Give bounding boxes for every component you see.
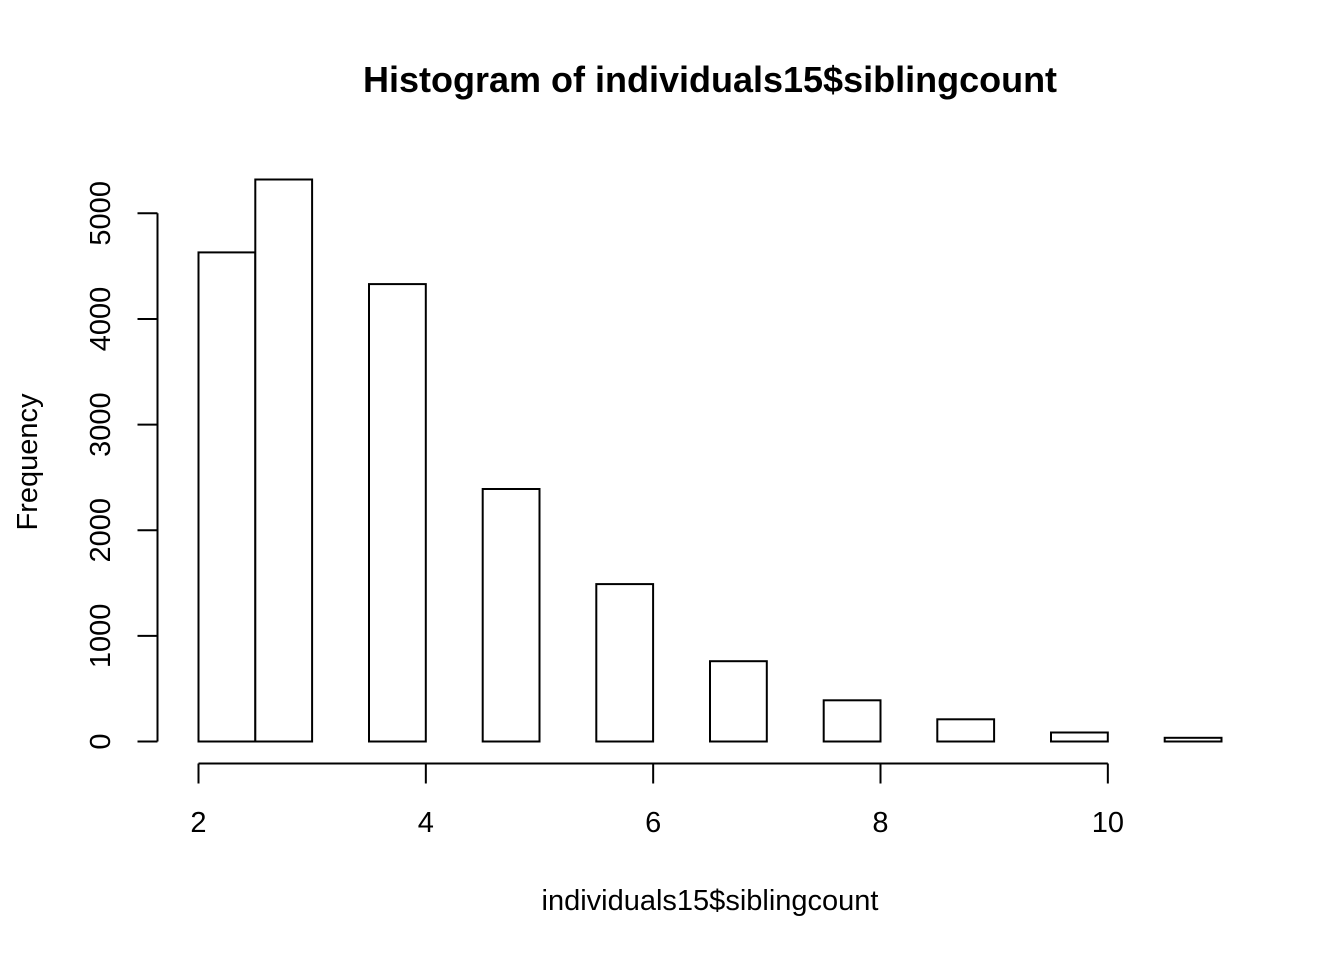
histogram-bar-17: [1163, 736, 1223, 743]
bars-group: [197, 178, 1223, 743]
y-axis-label: Frequency: [12, 393, 44, 531]
x-tick-label: 10: [1092, 807, 1124, 839]
x-tick-label: 2: [190, 807, 206, 839]
histogram-bar-15: [1050, 731, 1109, 743]
y-tick-label: 4000: [85, 287, 117, 352]
histogram-bar-0: [197, 251, 257, 743]
histogram-bar-11: [822, 699, 882, 743]
y-tick-label: 1000: [85, 604, 117, 669]
histogram-bar-5: [481, 488, 541, 743]
x-tick-label: 8: [872, 807, 888, 839]
histogram-bar-13: [936, 718, 996, 743]
histogram-bar-3: [368, 283, 427, 743]
chart-title: Histogram of individuals15$siblingcount: [363, 59, 1057, 100]
histogram-bar-1: [254, 178, 314, 743]
y-tick-label: 5000: [85, 181, 117, 246]
x-tick-label: 4: [418, 807, 434, 839]
x-tick-label: 6: [645, 807, 661, 839]
y-axis: 0 1000 2000 3000 4000 5000: [85, 181, 159, 750]
histogram-bar-7: [595, 583, 655, 743]
y-tick-label: 2000: [85, 498, 117, 563]
y-tick-label: 0: [85, 733, 117, 749]
y-tick-label: 3000: [85, 392, 117, 457]
x-axis-label: individuals15$siblingcount: [542, 885, 879, 917]
histogram-bar-9: [709, 660, 768, 743]
x-axis: 2 4 6 8 10: [190, 762, 1124, 839]
